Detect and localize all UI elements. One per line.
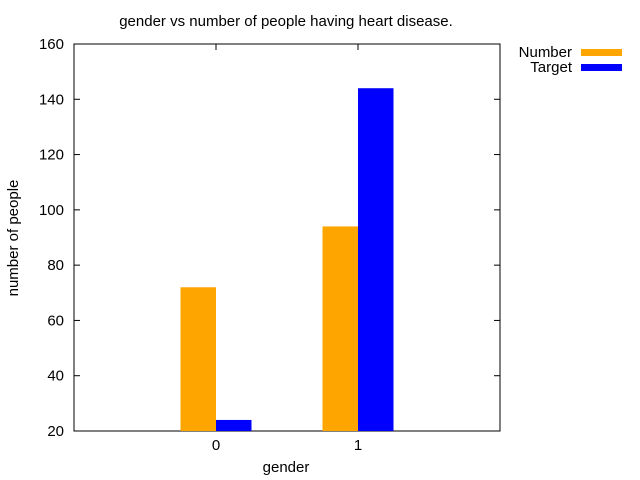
y-tick-label: 80	[47, 257, 64, 274]
bar-number-0	[180, 287, 216, 431]
legend-label: Number	[519, 44, 572, 61]
bar-target-0	[216, 419, 252, 431]
chart-title: gender vs number of people having heart …	[119, 13, 453, 30]
y-tick-label: 120	[39, 147, 64, 164]
plot-frame	[73, 43, 501, 432]
legend-label: Target	[530, 59, 573, 76]
x-tick-label: 1	[354, 437, 362, 454]
bar-target-1	[358, 88, 394, 431]
y-tick-label: 60	[47, 312, 64, 329]
y-tick-label: 160	[39, 36, 64, 53]
x-axis-label: gender	[263, 459, 310, 476]
y-tick-label: 40	[47, 368, 64, 385]
y-axis-label: number of people	[5, 180, 22, 297]
legend-swatch	[581, 64, 622, 71]
y-tick-label: 20	[47, 423, 64, 440]
y-tick-label: 140	[39, 91, 64, 108]
y-axis: 20 40 60 80 100 120 140 160	[39, 36, 500, 440]
x-tick-label: 0	[212, 437, 220, 454]
legend-swatch	[581, 49, 622, 56]
bars	[180, 88, 394, 431]
bar-number-1	[322, 226, 358, 431]
y-tick-label: 100	[39, 202, 64, 219]
